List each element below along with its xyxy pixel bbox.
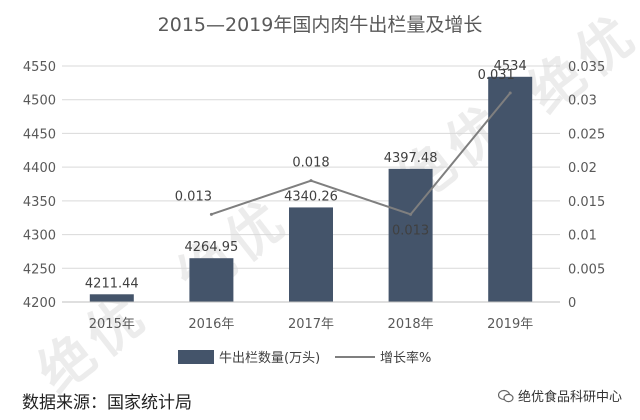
bar-value-label: 4264.95 bbox=[185, 240, 239, 255]
y-right-tick-label: 0 bbox=[568, 296, 576, 311]
y-left-tick-label: 4200 bbox=[23, 296, 56, 311]
bar bbox=[289, 207, 333, 302]
legend-bar-label: 牛出栏数量(万头) bbox=[219, 351, 320, 366]
y-right-tick-label: 0.035 bbox=[568, 60, 605, 75]
brand: 绝优食品科研中心 bbox=[497, 386, 622, 405]
x-tick-label: 2018年 bbox=[388, 317, 434, 332]
brand-label: 绝优食品科研中心 bbox=[517, 390, 622, 405]
line-point bbox=[409, 212, 413, 216]
y-left-tick-label: 4450 bbox=[23, 127, 56, 142]
bar-value-label: 4397.48 bbox=[384, 151, 438, 166]
legend-bar-swatch bbox=[178, 350, 214, 364]
y-left-tick-label: 4300 bbox=[23, 229, 56, 244]
bar-value-label: 4211.44 bbox=[85, 276, 139, 291]
y-left-tick-label: 4400 bbox=[23, 161, 56, 176]
y-left-tick-label: 4550 bbox=[23, 60, 56, 75]
data-source: 数据来源：国家统计局 bbox=[22, 393, 192, 413]
bar bbox=[189, 258, 234, 302]
line-point bbox=[309, 179, 313, 183]
y-left-tick-label: 4350 bbox=[23, 195, 56, 210]
line-value-label: 0.013 bbox=[392, 223, 429, 238]
y-right-tick-label: 0.03 bbox=[568, 94, 597, 109]
legend: 牛出栏数量(万头) 增长率% bbox=[178, 350, 431, 366]
line-point bbox=[508, 91, 512, 95]
line-value-label: 0.013 bbox=[175, 189, 212, 204]
x-tick-label: 2017年 bbox=[288, 317, 334, 332]
y-left-tick-label: 4500 bbox=[23, 94, 56, 109]
x-tick-label: 2016年 bbox=[188, 317, 234, 332]
x-tick-label: 2015年 bbox=[89, 317, 135, 332]
y-right-tick-label: 0.01 bbox=[568, 229, 597, 244]
bar bbox=[388, 168, 433, 302]
y-right-tick-label: 0.015 bbox=[568, 195, 605, 210]
y-right-tick-label: 0.02 bbox=[568, 161, 597, 176]
line-value-label: 0.031 bbox=[478, 68, 515, 83]
y-right-tick-label: 0.025 bbox=[568, 127, 605, 142]
wechat-icon bbox=[497, 389, 514, 402]
bar-value-label: 4340.26 bbox=[284, 189, 338, 204]
bar bbox=[89, 294, 134, 302]
bar bbox=[488, 76, 533, 302]
y-right-tick-label: 0.005 bbox=[568, 262, 605, 277]
y-left-tick-label: 4250 bbox=[23, 262, 56, 277]
x-tick-label: 2019年 bbox=[487, 317, 533, 332]
line-value-label: 0.018 bbox=[292, 156, 329, 171]
line-point bbox=[209, 212, 213, 216]
bar-value-label: 4534 bbox=[494, 59, 527, 74]
growth-rate-line bbox=[211, 92, 511, 216]
legend-line-label: 增长率% bbox=[380, 350, 431, 366]
chart-title: 2015—2019年国内肉牛出栏量及增长 bbox=[158, 14, 483, 36]
